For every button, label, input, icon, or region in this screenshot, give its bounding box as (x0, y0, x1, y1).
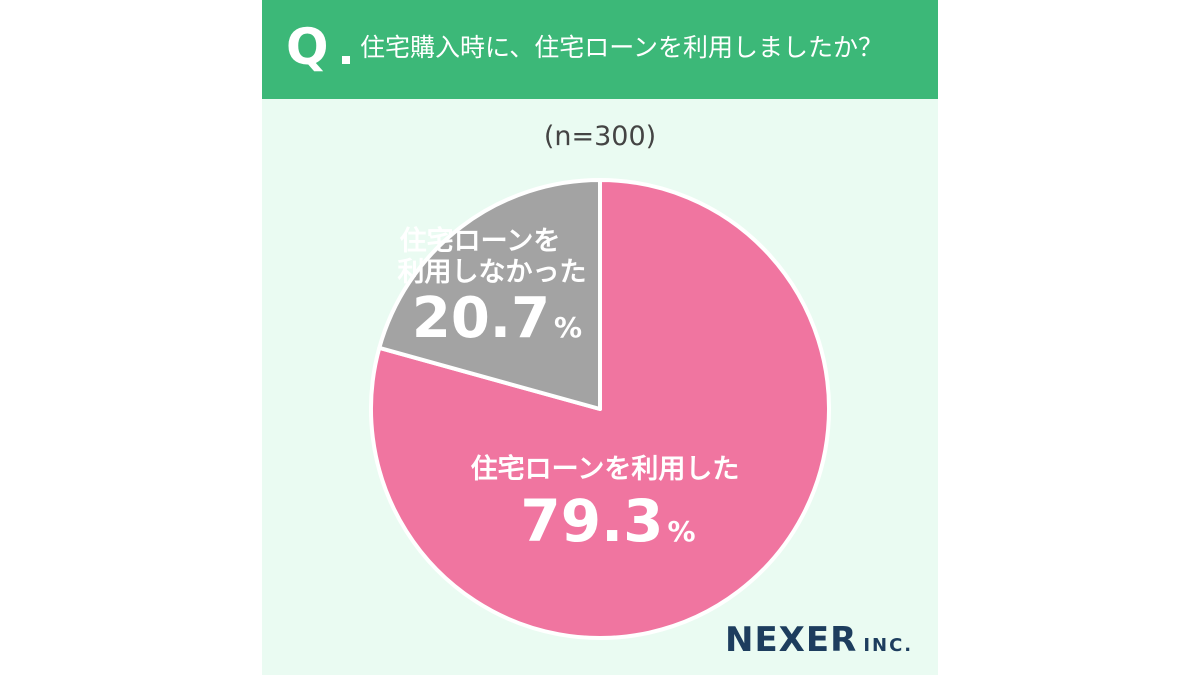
slice-label-used: 住宅ローンを利用した (471, 453, 740, 485)
slice-value-used-number: 79.3 (520, 487, 663, 555)
pie-slice-used (369, 178, 831, 640)
sample-size-label: (n=300) (543, 121, 657, 152)
pie-chart: 住宅ローンを 利用しなかった 20.7% 住宅ローンを利用した 79.3% (369, 178, 831, 640)
slice-value-not-used: 20.7% (412, 286, 582, 351)
slice-label-not-used-line1: 住宅ローンを (400, 225, 561, 257)
question-header: Q 住宅購入時に、住宅ローンを利用しましたか？ (262, 0, 938, 99)
slice-value-not-used-number: 20.7 (412, 286, 550, 351)
logo-main: NEXER (725, 620, 858, 660)
chart-panel: Q 住宅購入時に、住宅ローンを利用しましたか？ (n=300) 住宅ローンを 利… (262, 0, 938, 675)
nexer-logo: NEXER INC. (725, 620, 913, 660)
slice-value-used: 79.3% (520, 487, 695, 555)
slice-label-not-used-line2: 利用しなかった (398, 257, 587, 288)
slice-value-used-unit: % (668, 515, 696, 548)
slice-value-not-used-unit: % (554, 311, 582, 344)
q-mark: Q (286, 18, 329, 76)
pie-slice-not-used (377, 178, 602, 411)
question-text: 住宅購入時に、住宅ローンを利用しましたか？ (360, 33, 884, 62)
logo-suffix: INC. (863, 635, 914, 656)
q-dot (342, 56, 350, 64)
